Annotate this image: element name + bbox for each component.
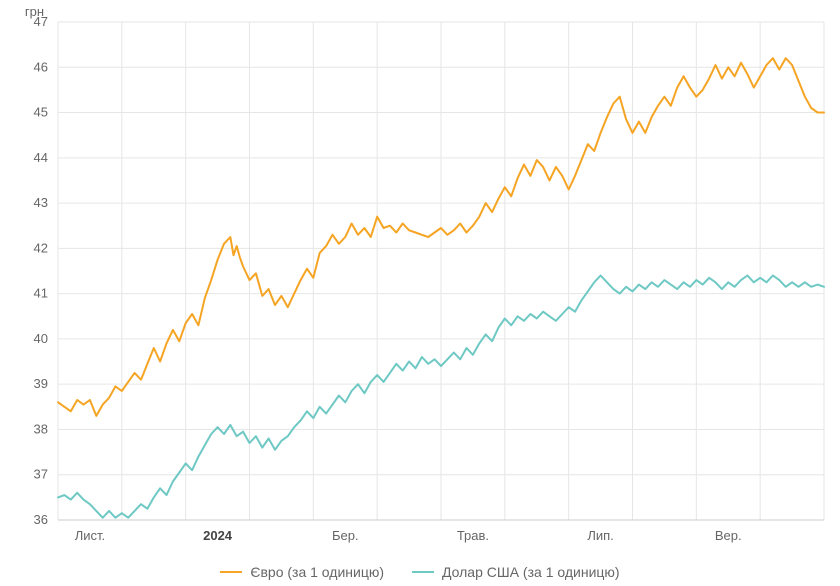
legend: Євро (за 1 одиницю) Долар США (за 1 один… — [0, 564, 840, 580]
legend-swatch-usd — [412, 571, 434, 573]
svg-text:Лип.: Лип. — [587, 528, 613, 543]
svg-text:Вер.: Вер. — [715, 528, 742, 543]
svg-text:42: 42 — [34, 240, 48, 255]
svg-text:39: 39 — [34, 376, 48, 391]
currency-chart: 363738394041424344454647Лист.2024Бер.Тра… — [0, 0, 840, 586]
chart-svg: 363738394041424344454647Лист.2024Бер.Тра… — [0, 0, 840, 586]
legend-swatch-euro — [220, 571, 242, 573]
svg-text:36: 36 — [34, 512, 48, 527]
svg-text:Трав.: Трав. — [457, 528, 489, 543]
legend-item-euro: Євро (за 1 одиницю) — [220, 564, 384, 580]
legend-item-usd: Долар США (за 1 одиницю) — [412, 564, 620, 580]
svg-text:грн: грн — [25, 4, 44, 19]
svg-text:40: 40 — [34, 331, 48, 346]
svg-text:Бер.: Бер. — [332, 528, 359, 543]
legend-label-euro: Євро (за 1 одиницю) — [250, 564, 384, 580]
svg-text:44: 44 — [34, 150, 48, 165]
svg-text:Лист.: Лист. — [75, 528, 105, 543]
legend-label-usd: Долар США (за 1 одиницю) — [442, 564, 620, 580]
svg-text:2024: 2024 — [203, 528, 233, 543]
svg-text:38: 38 — [34, 421, 48, 436]
svg-text:46: 46 — [34, 59, 48, 74]
svg-text:43: 43 — [34, 195, 48, 210]
svg-text:45: 45 — [34, 105, 48, 120]
svg-text:37: 37 — [34, 467, 48, 482]
svg-text:41: 41 — [34, 286, 48, 301]
